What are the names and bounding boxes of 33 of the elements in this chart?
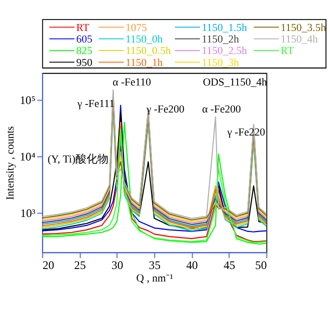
legend-label: 1150_0h — [126, 33, 164, 46]
x-axis-title: Q , nm⁻¹ — [136, 272, 174, 284]
x-tick-label: 50 — [255, 258, 267, 272]
annotation: (Y, Ti)酸化物 — [48, 154, 108, 166]
y-axis-title: Intensity , counts — [4, 126, 16, 200]
legend-label: 1075 — [126, 22, 148, 34]
annotation: γ -Fe200 — [145, 103, 184, 116]
annotation: γ -Fe111 — [76, 98, 115, 110]
x-tick-label: 30 — [112, 258, 124, 272]
legend-label: 1150_2h — [202, 33, 240, 46]
legend-label: 1150_4h — [280, 33, 319, 46]
annotation: ODS_1150_4h — [202, 76, 268, 88]
legend-label: 1150_3h — [202, 56, 240, 69]
legend-label: 825 — [76, 45, 92, 58]
legend-label: RT — [280, 45, 294, 58]
x-tick-label: 40 — [186, 258, 198, 272]
annotation: γ -Fe220 — [226, 126, 266, 139]
legend-label: 1150_1h — [126, 56, 164, 69]
legend-label: 1150_0.5h — [126, 45, 172, 58]
y-tick-label: 10⁴ — [20, 150, 36, 164]
legend-label: 605 — [76, 33, 92, 46]
legend-label: 1150_2.5h — [202, 45, 248, 58]
legend-label: 1150_1.5h — [202, 22, 248, 34]
annotation: α -Fe200 — [202, 103, 241, 116]
x-tick-label: 25 — [74, 258, 86, 272]
annotation: α -Fe110 — [112, 76, 152, 88]
y-tick-label: 10³ — [20, 206, 36, 220]
x-tick-label: 45 — [224, 258, 236, 272]
x-tick-label: 35 — [148, 258, 161, 272]
legend-label: RT — [76, 22, 90, 34]
x-tick-label: 20 — [42, 258, 54, 272]
legend-label: 950 — [76, 56, 92, 69]
y-tick-label: 10⁵ — [20, 94, 36, 107]
